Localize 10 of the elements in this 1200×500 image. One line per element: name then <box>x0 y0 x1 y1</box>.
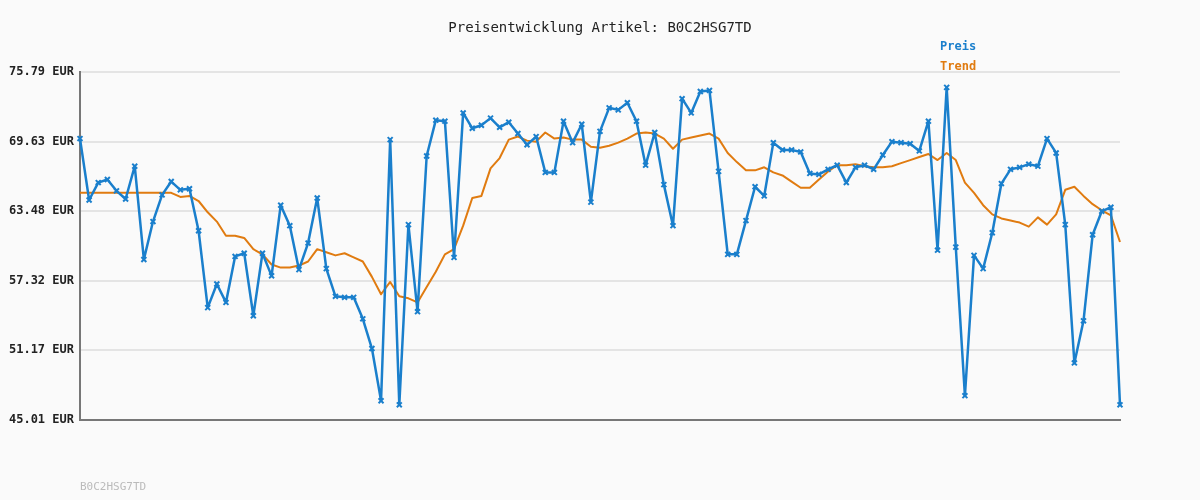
y-tick-label: 51.17 EUR <box>8 342 75 357</box>
text: Preis <box>940 39 977 54</box>
text: Trend <box>940 59 977 74</box>
y-tick-label: 45.01 EUR <box>8 412 75 427</box>
y-tick-label: 63.48 EUR <box>8 203 75 218</box>
chart-title: Preisentwicklung Artikel: B0C2HSG7TD <box>448 18 752 35</box>
y-tick-label: 69.63 EUR <box>8 133 75 148</box>
y-tick-label: 57.32 EUR <box>8 272 75 287</box>
y-tick-label: 75.79 EUR <box>8 64 75 79</box>
text: B0C2HSG7TD <box>80 479 147 493</box>
